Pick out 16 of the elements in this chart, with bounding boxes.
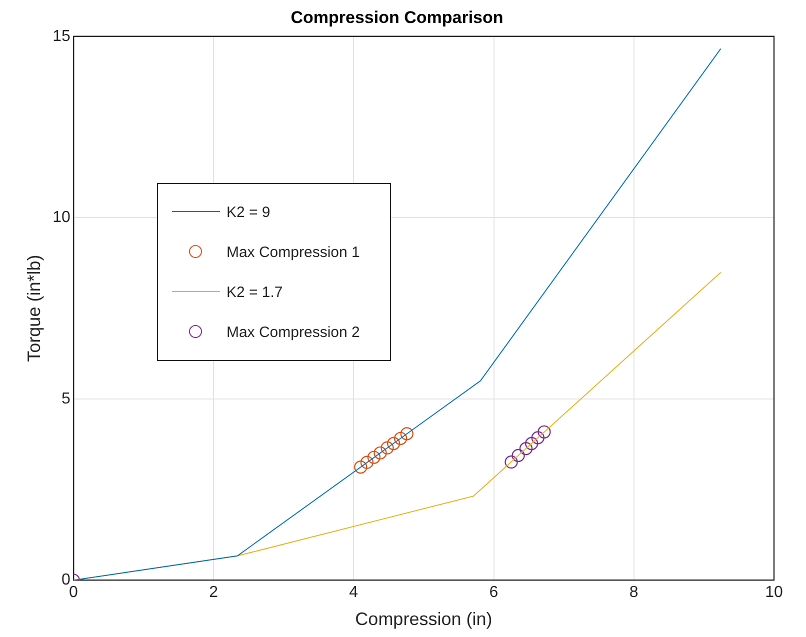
legend-label: Max Compression 1: [226, 244, 360, 261]
y-tick-label: 10: [52, 209, 70, 226]
x-axis-title: Compression (in): [355, 609, 492, 630]
y-tick-label: 0: [61, 572, 70, 589]
legend-label: K2 = 9: [226, 204, 270, 221]
y-tick-label: 5: [61, 390, 70, 408]
x-tick-label: 4: [349, 584, 358, 602]
legend-label: Max Compression 2: [226, 324, 360, 341]
y-tick-label: 15: [52, 28, 70, 45]
x-tick-label: 2: [209, 584, 218, 602]
chart-title: Compression Comparison: [290, 8, 504, 27]
legend-label: K2 = 1.7: [226, 284, 283, 301]
x-tick-label: 6: [489, 584, 498, 602]
x-tick-label: 10: [765, 584, 783, 602]
x-tick-label: 8: [629, 584, 638, 602]
y-axis-title: Torque (in*lb): [24, 254, 44, 362]
